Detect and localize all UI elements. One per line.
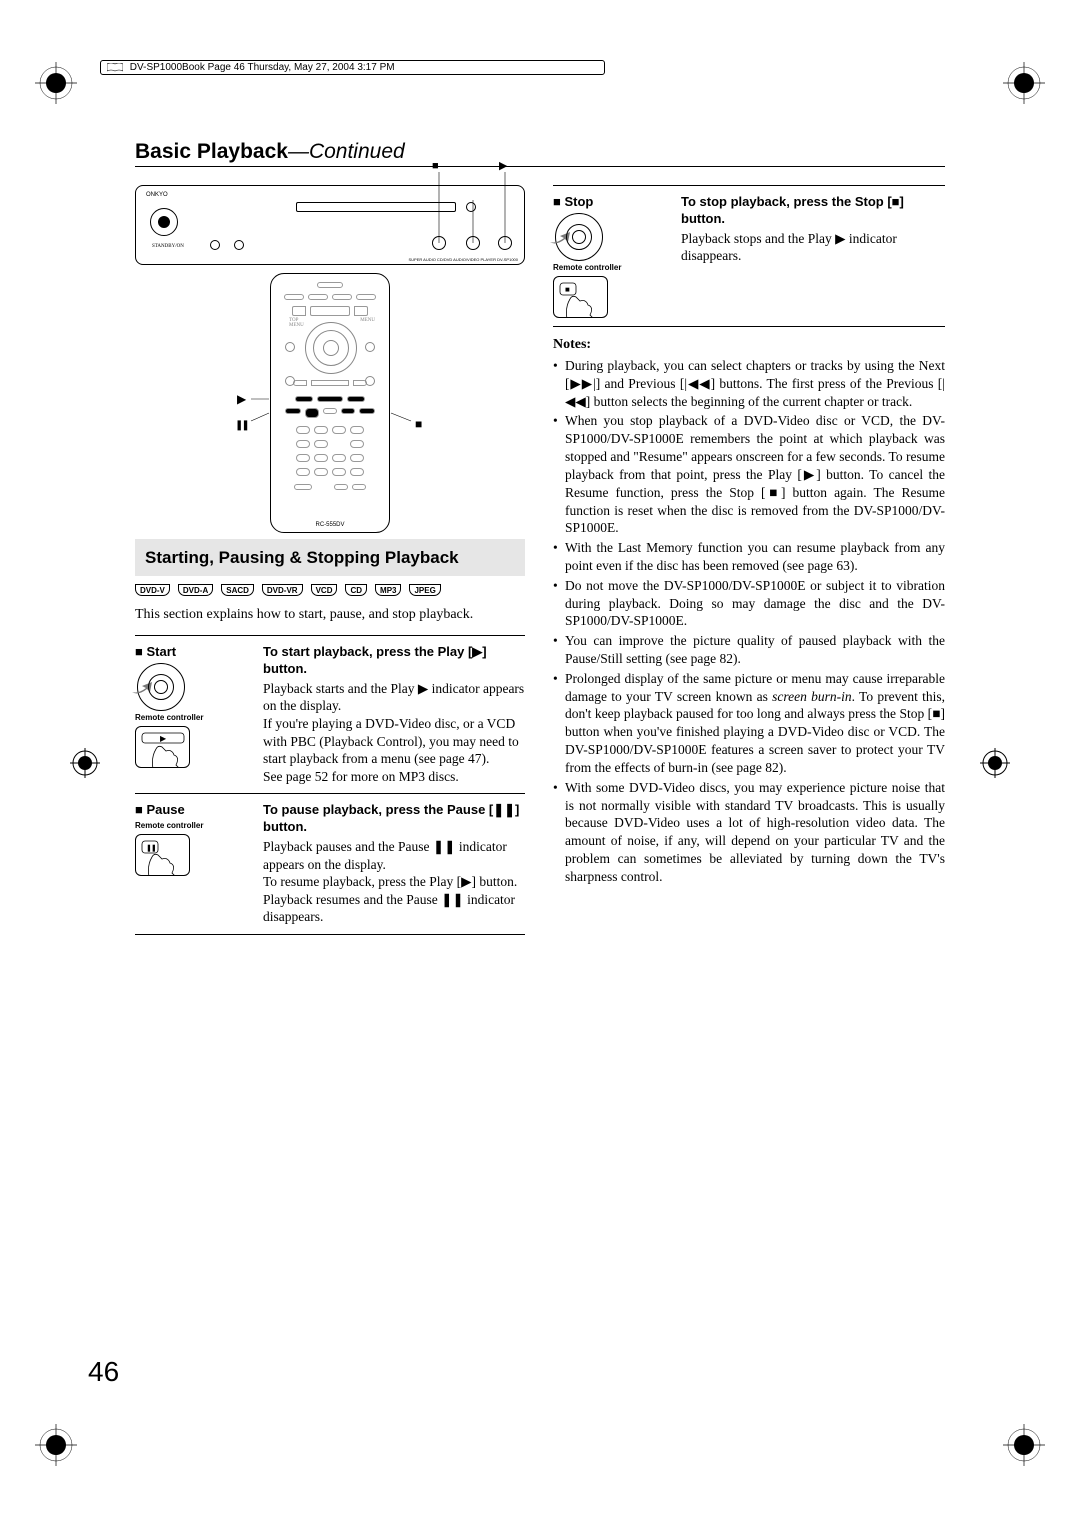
svg-text:❚❚: ❚❚ [146,844,156,852]
note-item: With some DVD-Video discs, you may exper… [553,779,945,886]
note-item: When you stop playback of a DVD-Video di… [553,412,945,537]
remote-controller-label: Remote controller [553,263,671,272]
notes-heading: Notes: [553,337,945,353]
player-dial-icon [137,663,185,711]
remote-leader-lines: ▶ ❚❚ ■ [135,273,525,533]
remote-pause-icon: ❚❚ [135,834,190,876]
disc-badge: DVD-VR [262,584,303,596]
disc-badge: VCD [311,584,338,596]
notes-list: During playback, you can select chapters… [553,357,945,886]
quark-header: DV-SP1000Book Page 46 Thursday, May 27, … [100,60,605,75]
crop-mark-br-icon [1003,1424,1045,1466]
note-item: During playback, you can select chapters… [553,357,945,410]
reg-mark-right-icon [980,748,1010,778]
step-stop-heading: To stop playback, press the Stop [■] but… [681,194,945,228]
svg-text:▶: ▶ [160,734,167,743]
remote-controller-label: Remote controller [135,821,253,830]
section-intro: This section explains how to start, paus… [135,606,525,625]
disc-badge: DVD-A [178,584,213,596]
note-item: You can improve the picture quality of p… [553,632,945,668]
step-start-heading: To start playback, press the Play [▶] bu… [263,644,525,678]
book-icon [107,63,123,72]
step-pause-label: Pause [135,802,253,817]
svg-text:▶: ▶ [499,160,508,172]
section-heading-box: Starting, Pausing & Stopping Playback [135,539,525,576]
step-stop-label: Stop [553,194,671,209]
svg-text:■: ■ [415,417,422,431]
reg-mark-left-icon [70,748,100,778]
disc-badge: MP3 [375,584,401,596]
disc-badge: DVD-V [135,584,170,596]
player-dial-icon [555,213,603,261]
disc-badge: SACD [221,584,254,596]
svg-text:❚❚: ❚❚ [235,420,248,431]
step-pause: Pause Remote controller ❚❚ To pause play… [135,793,525,935]
press-arrow-icon [550,232,570,246]
crop-mark-tr-icon [1003,62,1045,104]
note-item: Do not move the DV-SP1000/DV-SP1000E or … [553,577,945,630]
svg-text:▶: ▶ [237,392,247,406]
page-number: 46 [88,1356,119,1388]
disc-badge-row: DVD-V DVD-A SACD DVD-VR VCD CD MP3 JPEG [135,584,525,596]
step-pause-heading: To pause playback, press the Pause [❚❚] … [263,802,525,836]
step-start-label: Start [135,644,253,659]
note-item: Prolonged display of the same picture or… [553,670,945,777]
svg-text:■: ■ [565,285,570,294]
step-pause-body: Playback pauses and the Pause ❚❚ indicat… [263,838,525,926]
step-start: Start Remote controller ▶ To start playb… [135,635,525,793]
remote-controller-label: Remote controller [135,713,253,722]
section-heading: Starting, Pausing & Stopping Playback [145,547,515,568]
remote-start-icon: ▶ [135,726,190,768]
step-stop: Stop Remote controller ■ To stop playbac… [553,185,945,327]
step-start-body: Playback starts and the Play ▶ indicator… [263,680,525,785]
svg-text:■: ■ [432,160,439,172]
dvd-player-diagram: ONKYO STANDBY/ON SUPER AUDIO CD/DVD AUDI… [135,185,525,265]
crop-mark-bl-icon [35,1424,77,1466]
crop-mark-tl-icon [35,62,77,104]
remote-stop-icon: ■ [553,276,608,318]
step-stop-body: Playback stops and the Play ▶ indicator … [681,230,945,265]
disc-badge: CD [345,584,367,596]
header-text: DV-SP1000Book Page 46 Thursday, May 27, … [130,62,395,73]
disc-badge: JPEG [409,584,440,596]
press-arrow-icon [132,682,152,696]
note-item: With the Last Memory function you can re… [553,539,945,575]
